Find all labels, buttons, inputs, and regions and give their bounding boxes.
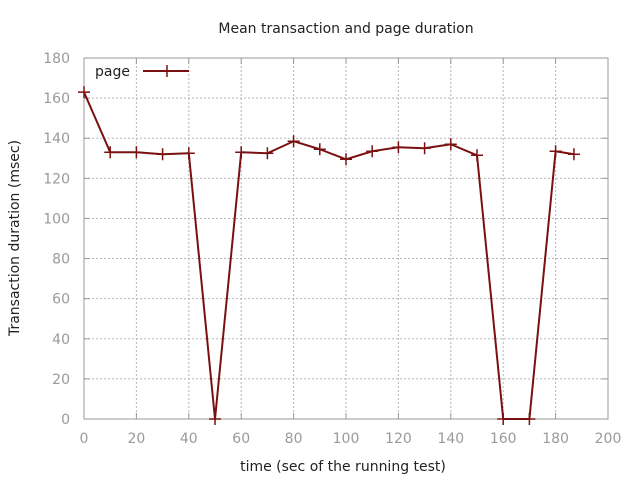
data-point xyxy=(261,147,274,160)
data-point xyxy=(182,147,195,160)
series-layer xyxy=(78,86,580,425)
y-tick-label: 180 xyxy=(43,51,70,67)
data-point xyxy=(78,86,90,99)
data-point xyxy=(549,145,562,158)
data-point xyxy=(130,146,143,159)
x-tick-label: 200 xyxy=(595,431,622,447)
data-point xyxy=(287,135,300,148)
data-point xyxy=(471,149,483,162)
y-tick-label: 20 xyxy=(52,372,70,388)
data-point xyxy=(497,413,510,425)
y-tick-label: 100 xyxy=(43,211,70,227)
x-axis-label: time (sec of the running test) xyxy=(240,459,446,475)
data-point xyxy=(156,148,169,161)
y-axis-label: Transaction duration (msec) xyxy=(7,140,23,337)
x-tick-label: 20 xyxy=(127,431,145,447)
data-point xyxy=(418,142,431,155)
legend-marker-page xyxy=(161,65,173,77)
x-tick-label: 0 xyxy=(80,431,89,447)
data-point xyxy=(209,413,221,425)
data-point xyxy=(313,143,326,156)
y-tick-label: 120 xyxy=(43,171,70,187)
x-tick-label: 60 xyxy=(232,431,250,447)
y-tick-label: 40 xyxy=(52,332,70,348)
chart-title: Mean transaction and page duration xyxy=(218,21,473,37)
grid xyxy=(84,58,608,419)
x-tick-label: 140 xyxy=(437,431,464,447)
x-tick-label: 80 xyxy=(285,431,303,447)
x-tick-label: 100 xyxy=(333,431,360,447)
y-tick-label: 140 xyxy=(43,131,70,147)
legend-label-page: page xyxy=(95,64,130,80)
data-point xyxy=(340,153,352,166)
legend: page xyxy=(95,64,189,80)
data-point xyxy=(235,146,248,159)
data-point xyxy=(104,146,117,159)
data-point xyxy=(392,141,405,154)
data-point xyxy=(444,138,457,151)
y-tick-label: 160 xyxy=(43,91,70,107)
x-tick-label: 120 xyxy=(385,431,412,447)
y-tick-label: 0 xyxy=(61,412,70,428)
y-tick-label: 60 xyxy=(52,292,70,308)
data-point xyxy=(366,145,379,158)
x-tick-label: 160 xyxy=(490,431,517,447)
y-tick-label: 80 xyxy=(52,252,70,268)
data-point xyxy=(523,413,536,425)
series-line-page xyxy=(83,91,575,420)
x-tick-label: 180 xyxy=(542,431,569,447)
data-point xyxy=(567,148,580,161)
axis-ticks: 0 20 40 60 80 100 120 140 160 180 200 0 20 40 60 80 100 1… xyxy=(43,51,621,447)
x-tick-label: 40 xyxy=(180,431,198,447)
